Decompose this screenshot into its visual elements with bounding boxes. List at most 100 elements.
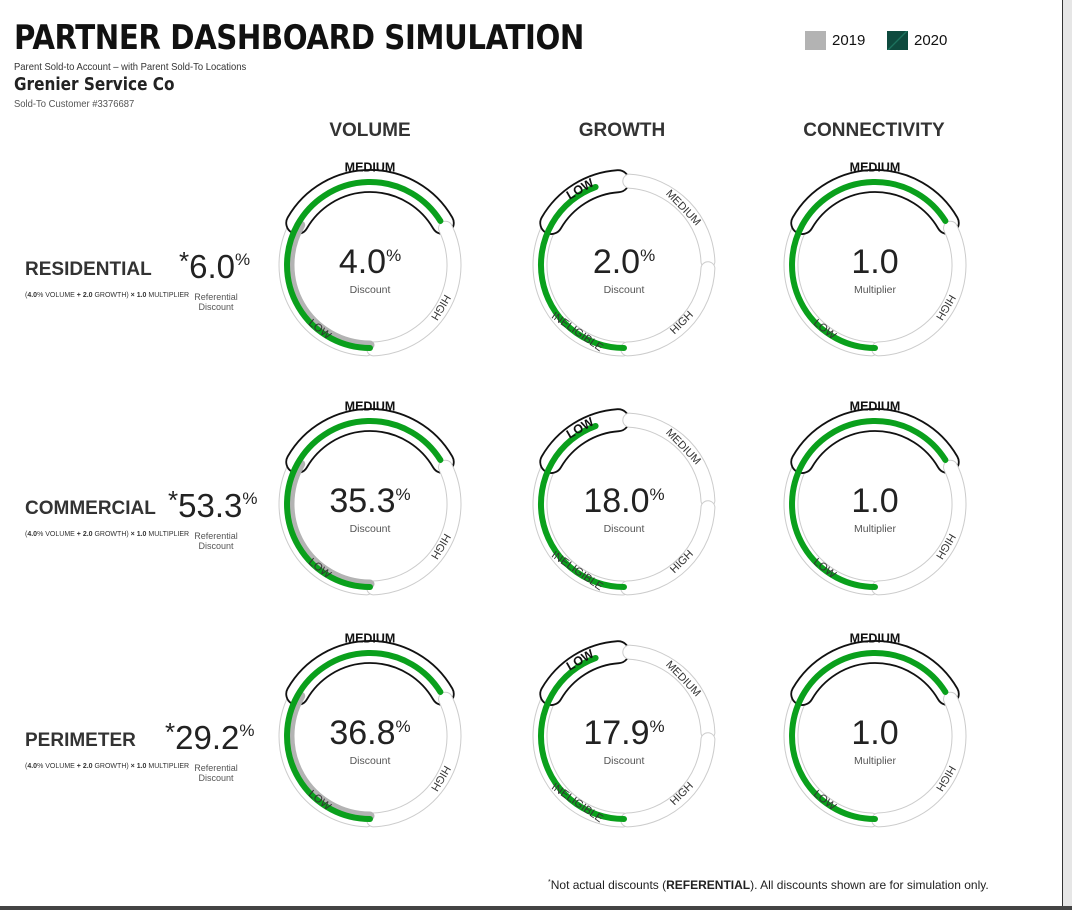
caption-line-1: Referential: [194, 292, 238, 302]
gauge-segment-high: [871, 691, 967, 828]
gauge-label-medium: MEDIUM: [663, 427, 703, 467]
gauge-value-number: 1.0: [851, 482, 898, 520]
legend-item-2019: 2019: [805, 31, 865, 50]
gauge-label-medium: MEDIUM: [345, 399, 396, 413]
gauge-bar-2020: [789, 418, 949, 590]
referential-discount-residential: *6.0%: [179, 246, 251, 286]
legend-swatch-2020: [887, 31, 908, 50]
gauge-segment-high: [620, 500, 716, 596]
asterisk: *: [165, 717, 176, 747]
formula-commercial: (4.0% VOLUME + 2.0 GROWTH) × 1.0 MULTIPL…: [25, 531, 190, 538]
gauge-caption-growth: Discount: [604, 755, 645, 767]
row-label-commercial: COMMERCIAL: [25, 498, 156, 519]
gauge-value-number: 2.0: [593, 243, 640, 281]
gauge-value-connectivity: 1.0: [851, 243, 898, 281]
caption-line-2: Discount: [198, 302, 234, 312]
gauge-bar-2020: [538, 423, 627, 590]
gauge-value-number: 17.9: [583, 714, 649, 752]
referential-caption-residential: Referential Discount: [186, 292, 246, 312]
gauge-value-number: 18.0: [583, 482, 649, 520]
caption-line-2: Discount: [198, 773, 234, 783]
window-right-edge: [1062, 0, 1072, 910]
gauge-value-volume: 35.3%: [329, 482, 410, 520]
formula-residential: (4.0% VOLUME + 2.0 GROWTH) × 1.0 MULTIPL…: [25, 292, 190, 299]
gauge-bar-2020: [538, 655, 627, 822]
gauge-label-ineligible: INELIGIBLE: [549, 781, 605, 825]
legend-label-2020: 2020: [914, 32, 948, 49]
gauge-segment-low: [539, 640, 631, 706]
gauge-value-connectivity: 1.0: [851, 482, 898, 520]
referential-value: 6.0: [189, 248, 235, 285]
gauge-bar-2020: [284, 179, 444, 351]
gauge-label-ineligible: INELIGIBLE: [549, 549, 605, 593]
footnote: *Not actual discounts (REFERENTIAL). All…: [548, 878, 989, 892]
column-header-connectivity: CONNECTIVITY: [803, 120, 945, 141]
gauge-segment-low: [539, 408, 631, 474]
window-bottom-edge: [0, 906, 1072, 910]
gauge-value-volume: 4.0%: [339, 243, 401, 281]
gauge-caption-connectivity: Multiplier: [854, 755, 897, 767]
gauge-bar-2019: [285, 691, 375, 821]
gauge-value-number: 36.8: [329, 714, 395, 752]
gauge-value-growth: 2.0%: [593, 243, 655, 281]
formula-perimeter: (4.0% VOLUME + 2.0 GROWTH) × 1.0 MULTIPL…: [25, 763, 190, 770]
gauge-label-medium: MEDIUM: [345, 160, 396, 174]
legend-label-2019: 2019: [832, 32, 866, 49]
gauge-bar-2019: [285, 459, 375, 589]
gauge-bar-2020: [789, 650, 949, 822]
gauge-segment-medium: [622, 644, 716, 740]
gauge-caption-connectivity: Multiplier: [854, 284, 897, 296]
gauge-value-growth: 18.0%: [583, 482, 664, 520]
gauge-value-volume: 36.8%: [329, 714, 410, 752]
caption-line-2: Discount: [198, 541, 234, 551]
gauge-segment-medium: [790, 408, 960, 474]
percent-sign: %: [235, 250, 251, 269]
gauge-segment-medium: [790, 640, 960, 706]
percent-sign: %: [242, 489, 258, 508]
legend-item-2020: 2020: [887, 31, 947, 50]
gauge-caption-volume: Discount: [350, 284, 391, 296]
gauge-value-unit: %: [396, 485, 411, 504]
gauge-caption-connectivity: Multiplier: [854, 523, 897, 535]
gauge-label-ineligible: INELIGIBLE: [549, 310, 605, 354]
gauge-segment-medium: [622, 173, 716, 269]
gauge-segment-high: [871, 459, 967, 596]
gauge-value-connectivity: 1.0: [851, 714, 898, 752]
gauge-caption-volume: Discount: [350, 523, 391, 535]
row-label-residential: RESIDENTIAL: [25, 259, 152, 280]
gauge-label-medium: MEDIUM: [850, 160, 901, 174]
gauge-segment-medium: [285, 169, 455, 235]
gauge-bar-2019: [285, 220, 375, 350]
gauge-value-number: 1.0: [851, 714, 898, 752]
page-title: PARTNER DASHBOARD SIMULATION: [14, 18, 584, 58]
referential-caption-perimeter: Referential Discount: [186, 763, 246, 783]
column-header-growth: GROWTH: [578, 120, 666, 141]
caption-line-1: Referential: [194, 531, 238, 541]
gauge-value-number: 1.0: [851, 243, 898, 281]
gauge-bar-2020: [284, 650, 444, 822]
legend-swatch-2019: [805, 31, 826, 50]
gauge-label-medium: MEDIUM: [345, 631, 396, 645]
asterisk: *: [179, 246, 190, 276]
referential-value: 29.2: [175, 719, 240, 756]
gauge-label-medium: MEDIUM: [663, 188, 703, 228]
gauge-segment-high: [871, 220, 967, 357]
referential-discount-commercial: *53.3%: [168, 485, 258, 525]
gauge-value-unit: %: [640, 246, 655, 265]
gauge-value-unit: %: [650, 717, 665, 736]
account-name: Grenier Service Co: [14, 74, 175, 95]
gauge-caption-growth: Discount: [604, 284, 645, 296]
gauge-segment-medium: [285, 640, 455, 706]
gauge-caption-volume: Discount: [350, 755, 391, 767]
gauge-bar-2020: [284, 418, 444, 590]
gauge-value-unit: %: [650, 485, 665, 504]
